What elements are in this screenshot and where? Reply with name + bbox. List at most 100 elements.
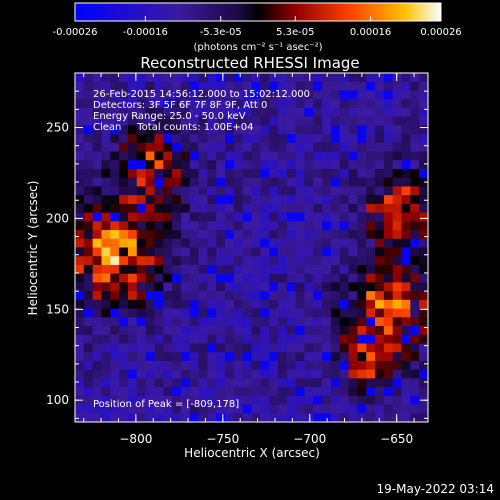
heatmap-cell bbox=[392, 395, 402, 405]
heatmap-cell bbox=[419, 203, 428, 214]
heatmap-cell bbox=[225, 282, 235, 292]
heatmap-cell bbox=[277, 116, 288, 126]
heatmap-cell bbox=[127, 282, 138, 292]
heatmap-cell bbox=[313, 195, 323, 205]
heatmap-cell bbox=[92, 360, 102, 371]
heatmap-cell bbox=[410, 378, 420, 388]
heatmap-cell bbox=[357, 90, 367, 100]
heatmap-cell bbox=[101, 134, 111, 144]
heatmap-cell bbox=[127, 160, 138, 170]
heatmap-cell bbox=[225, 378, 235, 388]
heatmap-cell bbox=[127, 291, 138, 301]
heatmap-cell bbox=[127, 230, 138, 240]
heatmap-cell bbox=[127, 387, 138, 397]
heatmap-cell bbox=[392, 221, 402, 231]
heatmap-cell bbox=[286, 247, 297, 257]
heatmap-cell bbox=[410, 273, 420, 283]
heatmap-cell bbox=[198, 168, 208, 179]
heatmap-cell bbox=[375, 125, 385, 135]
heatmap-cell bbox=[216, 116, 226, 126]
heatmap-cell bbox=[260, 282, 270, 292]
heatmap-cell bbox=[233, 282, 244, 292]
heatmap-cell bbox=[322, 247, 332, 257]
heatmap-cell bbox=[295, 99, 305, 109]
heatmap-cell bbox=[330, 334, 341, 344]
heatmap-cell bbox=[180, 282, 191, 292]
heatmap-cell bbox=[225, 99, 235, 109]
heatmap-cell bbox=[119, 282, 129, 292]
heatmap-cell bbox=[189, 212, 199, 222]
heatmap-cell bbox=[189, 369, 199, 379]
heatmap-cell bbox=[277, 151, 288, 161]
heatmap-cell bbox=[322, 238, 332, 248]
heatmap-cell bbox=[392, 107, 402, 118]
heatmap-cell bbox=[207, 151, 217, 161]
heatmap-cell bbox=[119, 125, 129, 135]
heatmap-cell bbox=[83, 116, 94, 126]
heatmap-cell bbox=[295, 247, 305, 257]
heatmap-cell bbox=[242, 238, 252, 248]
heatmap-cell bbox=[216, 352, 226, 362]
heatmap-cell bbox=[339, 360, 349, 371]
heatmap-cell bbox=[348, 369, 358, 379]
heatmap-cell bbox=[295, 116, 305, 126]
heatmap-cell bbox=[410, 99, 420, 109]
heatmap-cell bbox=[154, 282, 164, 292]
heatmap-cell bbox=[136, 116, 146, 126]
heatmap-cell bbox=[286, 387, 297, 397]
heatmap-cell bbox=[357, 343, 367, 353]
heatmap-cell bbox=[277, 299, 288, 309]
heatmap-cell bbox=[295, 395, 305, 405]
heatmap-cell bbox=[339, 334, 349, 344]
heatmap-cell bbox=[419, 352, 428, 362]
heatmap-cell bbox=[392, 308, 402, 318]
heatmap-cell bbox=[383, 230, 394, 240]
heatmap-cell bbox=[110, 343, 120, 353]
heatmap-cell bbox=[277, 413, 288, 422]
heatmap-cell bbox=[110, 81, 120, 91]
heatmap-cell bbox=[410, 107, 420, 118]
heatmap-cell bbox=[242, 99, 252, 109]
heatmap-cell bbox=[286, 107, 297, 118]
heatmap-cell bbox=[119, 247, 129, 257]
heatmap-cell bbox=[216, 168, 226, 179]
heatmap-cell bbox=[216, 387, 226, 397]
heatmap-cell bbox=[286, 256, 297, 266]
heatmap-cell bbox=[163, 413, 173, 422]
heatmap-cell bbox=[216, 369, 226, 379]
heatmap-cell bbox=[330, 81, 341, 91]
colorbar-ticks: -0.00026 -0.00016 -5.3e-05 5.3e-05 0.00016 0.… bbox=[53, 16, 462, 38]
heatmap-cell bbox=[233, 404, 244, 414]
heatmap-cell bbox=[410, 116, 420, 126]
heatmap-cell bbox=[383, 326, 394, 336]
heatmap-cell bbox=[277, 247, 288, 257]
heatmap-cell bbox=[330, 317, 341, 327]
heatmap-cell bbox=[392, 73, 402, 83]
heatmap-cell bbox=[92, 134, 102, 144]
heatmap-cell bbox=[401, 125, 411, 135]
heatmap-cell bbox=[366, 160, 376, 170]
heatmap-cell bbox=[419, 151, 428, 161]
heatmap-cell bbox=[366, 352, 376, 362]
heatmap-cell bbox=[251, 221, 261, 231]
heatmap-cell bbox=[304, 256, 314, 266]
heatmap-cell bbox=[225, 151, 235, 161]
heatmap-cell bbox=[127, 264, 138, 275]
heatmap-cell bbox=[92, 369, 102, 379]
heatmap-cell bbox=[269, 90, 279, 100]
heatmap-cell bbox=[75, 387, 85, 397]
heatmap-cell bbox=[419, 273, 428, 283]
heatmap-cell bbox=[357, 151, 367, 161]
heatmap-cell bbox=[304, 142, 314, 152]
heatmap-cell bbox=[136, 308, 146, 318]
heatmap-cell bbox=[180, 81, 191, 91]
heatmap-cell bbox=[233, 317, 244, 327]
heatmap-cell bbox=[295, 151, 305, 161]
heatmap-cell bbox=[392, 168, 402, 179]
heatmap-cell bbox=[304, 99, 314, 109]
heatmap-cell bbox=[145, 282, 155, 292]
heatmap-cell bbox=[154, 142, 164, 152]
heatmap-cell bbox=[348, 73, 358, 83]
heatmap-cell bbox=[383, 73, 394, 83]
heatmap-cell bbox=[348, 212, 358, 222]
